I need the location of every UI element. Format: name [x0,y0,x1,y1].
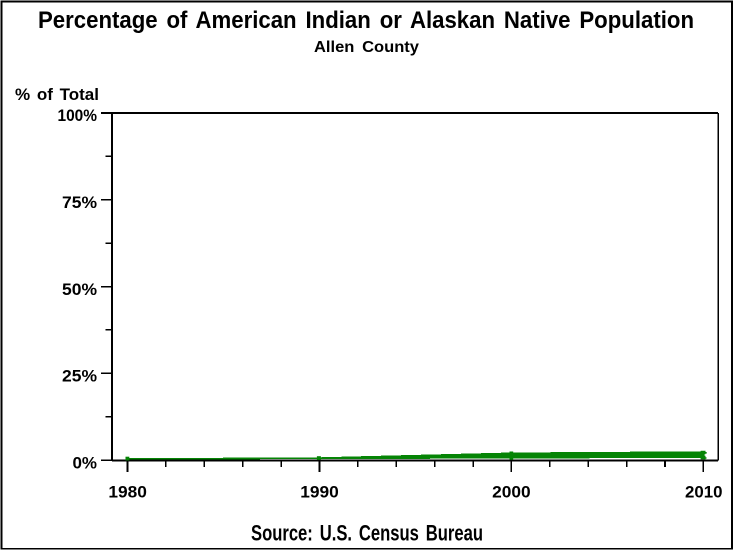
svg-text:1980: 1980 [108,483,147,501]
svg-text:1990: 1990 [300,483,339,501]
svg-text:Percentage of American Indian: Percentage of American Indian or Alaskan… [38,7,694,34]
svg-text:2000: 2000 [492,483,531,501]
svg-text:Source: U.S. Census Bureau: Source: U.S. Census Bureau [251,521,483,546]
svg-text:50%: 50% [62,281,97,299]
svg-text:2010: 2010 [685,483,723,501]
svg-text:100%: 100% [58,107,98,125]
svg-text:% of Total: % of Total [15,85,99,104]
svg-text:0%: 0% [73,454,98,472]
svg-text:25%: 25% [62,368,97,386]
svg-text:Allen County: Allen County [314,39,419,56]
svg-text:75%: 75% [62,194,97,212]
